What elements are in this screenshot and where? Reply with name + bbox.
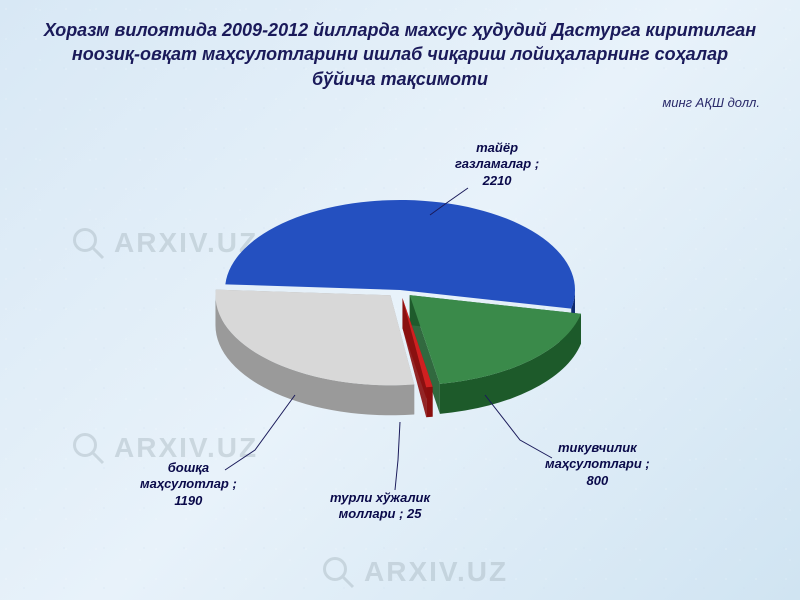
pie-chart-3d: тайёр газламалар ; 2210 тикувчилик маҳсул… <box>0 140 800 600</box>
slice-label-other: бошқа маҳсулотлар ; 1190 <box>140 460 237 509</box>
leader-lines <box>0 140 800 600</box>
slice-label-household: турли хўжалик моллари ; 25 <box>330 490 430 523</box>
slice-label-fabrics: тайёр газламалар ; 2210 <box>455 140 539 189</box>
slice-label-sewing: тикувчилик маҳсулотлари ; 800 <box>545 440 650 489</box>
